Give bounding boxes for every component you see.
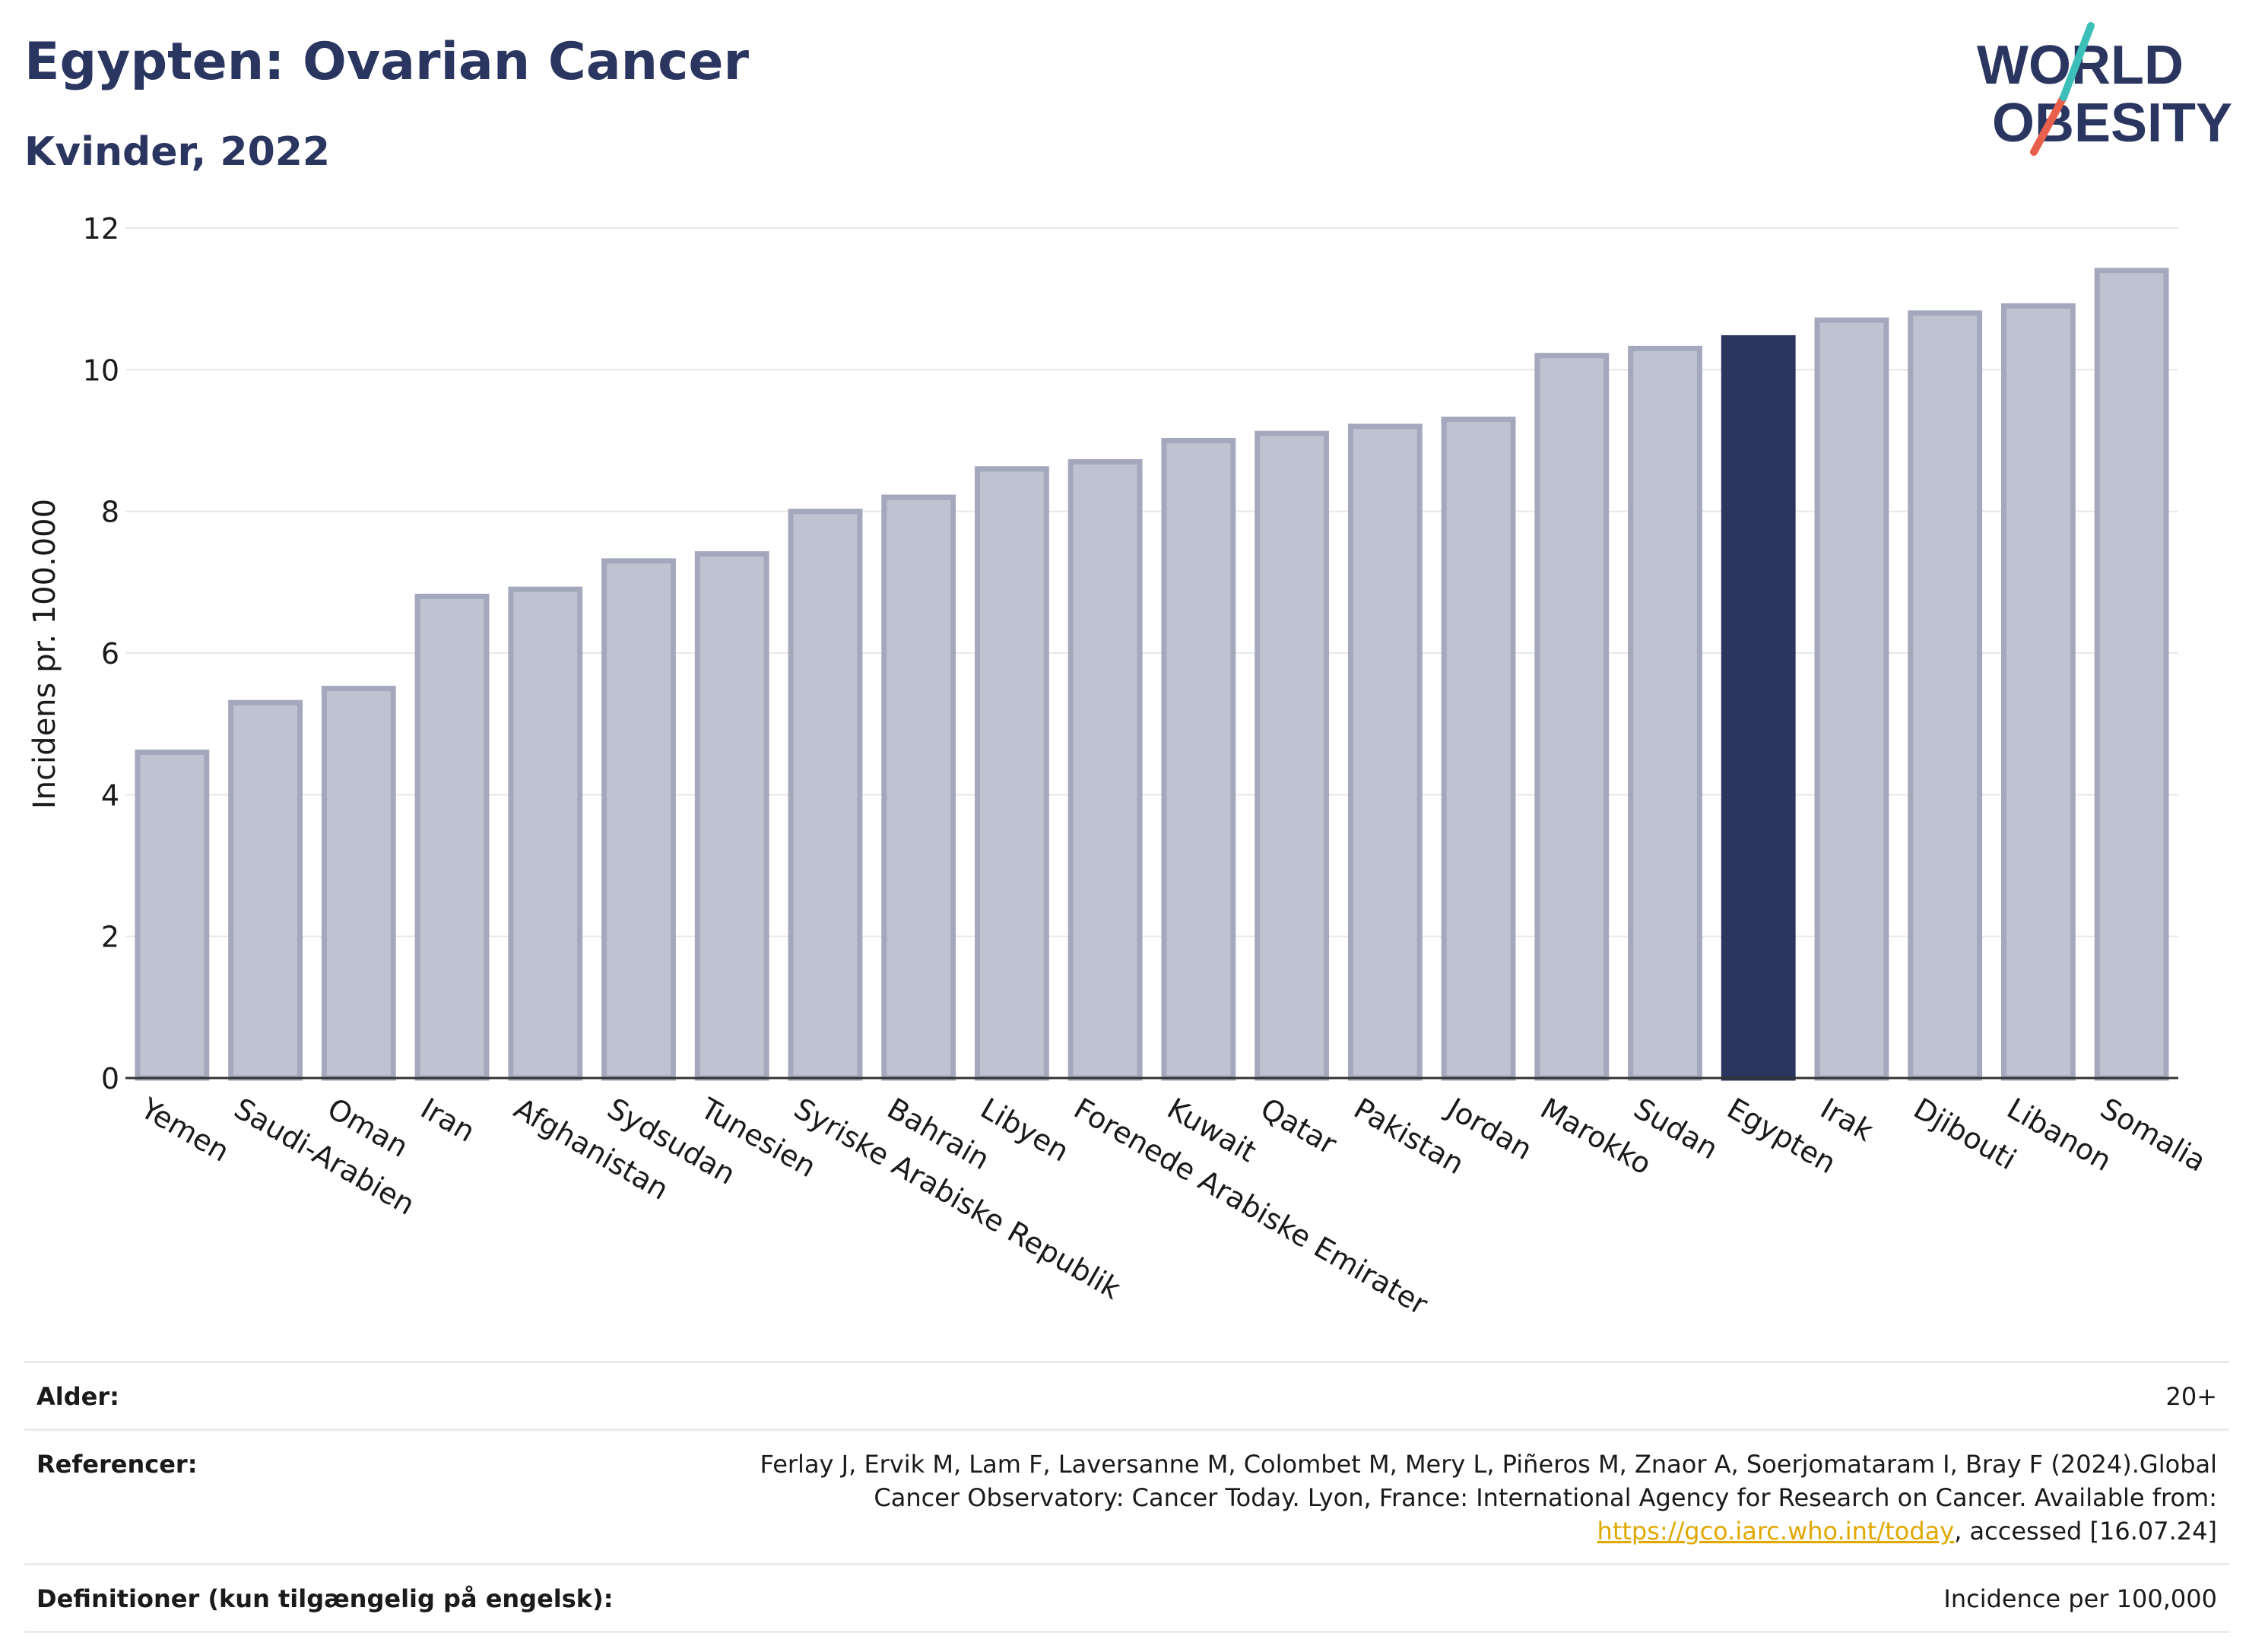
bar-somalia[interactable] bbox=[2094, 268, 2169, 1081]
bar-tunesien[interactable] bbox=[694, 551, 769, 1081]
bar-marokko[interactable] bbox=[1534, 353, 1610, 1081]
bar-yemen[interactable] bbox=[135, 749, 210, 1081]
info-table: Alder: 20+ Referencer: Ferlay J, Ervik M… bbox=[24, 1361, 2229, 1633]
age-value: 20+ bbox=[2165, 1382, 2217, 1411]
bar-egypten[interactable] bbox=[1721, 335, 1796, 1081]
x-tick-label: Yemen bbox=[135, 1091, 235, 1168]
bar-syriske-arabiske-republik[interactable] bbox=[788, 509, 863, 1081]
world-obesity-logo: WORLD OBESITY bbox=[1977, 22, 2232, 156]
bar-iran[interactable] bbox=[414, 593, 490, 1081]
x-tick-label: Iran bbox=[415, 1092, 481, 1149]
age-label: Alder: bbox=[36, 1382, 119, 1411]
bar-pakistan[interactable] bbox=[1347, 423, 1423, 1081]
logo-slash-red bbox=[2030, 94, 2067, 156]
references-link[interactable]: https://gco.iarc.who.int/today bbox=[1597, 1517, 1955, 1546]
bar-djibouti[interactable] bbox=[1908, 310, 1983, 1081]
y-tick-label: 8 bbox=[101, 496, 119, 529]
y-tick-label: 2 bbox=[101, 921, 119, 954]
logo-line2: OBESITY bbox=[1992, 93, 2232, 154]
bar-afghanistan[interactable] bbox=[508, 586, 583, 1081]
logo-slash-teal bbox=[2060, 22, 2095, 101]
bar-forenede-arabiske-emirater[interactable] bbox=[1067, 458, 1143, 1081]
chart-subtitle: Kvinder, 2022 bbox=[24, 129, 331, 175]
bar-qatar[interactable] bbox=[1255, 430, 1329, 1081]
bar-sudan[interactable] bbox=[1628, 345, 1702, 1081]
x-tick-label: Qatar bbox=[1255, 1092, 1343, 1162]
x-tick-label: Libanon bbox=[2001, 1092, 2117, 1178]
axis-layer: 0 2 4 6 8 10 12 bbox=[83, 212, 2178, 1096]
bars-layer bbox=[135, 268, 2169, 1081]
bar-libanon[interactable] bbox=[2001, 303, 2076, 1081]
x-tick-label: Somalia bbox=[2095, 1092, 2212, 1178]
bar-irak[interactable] bbox=[1814, 317, 1889, 1081]
y-tick-label: 10 bbox=[83, 354, 119, 387]
x-tick-label: Irak bbox=[1815, 1092, 1879, 1148]
info-row-references: Referencer: Ferlay J, Ervik M, Lam F, La… bbox=[24, 1429, 2229, 1565]
bar-jordan[interactable] bbox=[1441, 417, 1516, 1081]
info-row-definitions: Definitioner (kun tilgængelig på engelsk… bbox=[24, 1564, 2229, 1632]
x-tick-label: Libyen bbox=[975, 1092, 1074, 1168]
y-tick-label: 6 bbox=[101, 637, 119, 671]
definitions-label: Definitioner (kun tilgængelig på engelsk… bbox=[36, 1584, 614, 1613]
bar-libyen[interactable] bbox=[975, 466, 1049, 1081]
y-tick-label: 12 bbox=[83, 212, 119, 246]
definitions-value: Incidence per 100,000 bbox=[1943, 1584, 2217, 1613]
x-tick-label: Djibouti bbox=[1908, 1092, 2022, 1177]
info-row-age: Alder: 20+ bbox=[24, 1362, 2229, 1430]
bar-saudi-arabien[interactable] bbox=[228, 699, 303, 1081]
references-label: Referencer: bbox=[36, 1450, 198, 1479]
bar-bahrain[interactable] bbox=[881, 494, 956, 1081]
references-text: Ferlay J, Ervik M, Lam F, Laversanne M, … bbox=[760, 1450, 2217, 1512]
bar-sydsudan[interactable] bbox=[601, 558, 676, 1081]
y-axis-label: Incidens pr. 100.000 bbox=[27, 499, 62, 809]
references-tail: , accessed [16.07.24] bbox=[1954, 1517, 2217, 1546]
y-tick-label: 4 bbox=[101, 778, 119, 812]
references-value: Ferlay J, Ervik M, Lam F, Laversanne M, … bbox=[733, 1430, 2229, 1565]
chart-title: Egypten: Ovarian Cancer bbox=[24, 32, 750, 92]
y-tick-label: 0 bbox=[101, 1062, 119, 1096]
bar-kuwait[interactable] bbox=[1161, 438, 1236, 1081]
bar-oman[interactable] bbox=[321, 686, 396, 1081]
